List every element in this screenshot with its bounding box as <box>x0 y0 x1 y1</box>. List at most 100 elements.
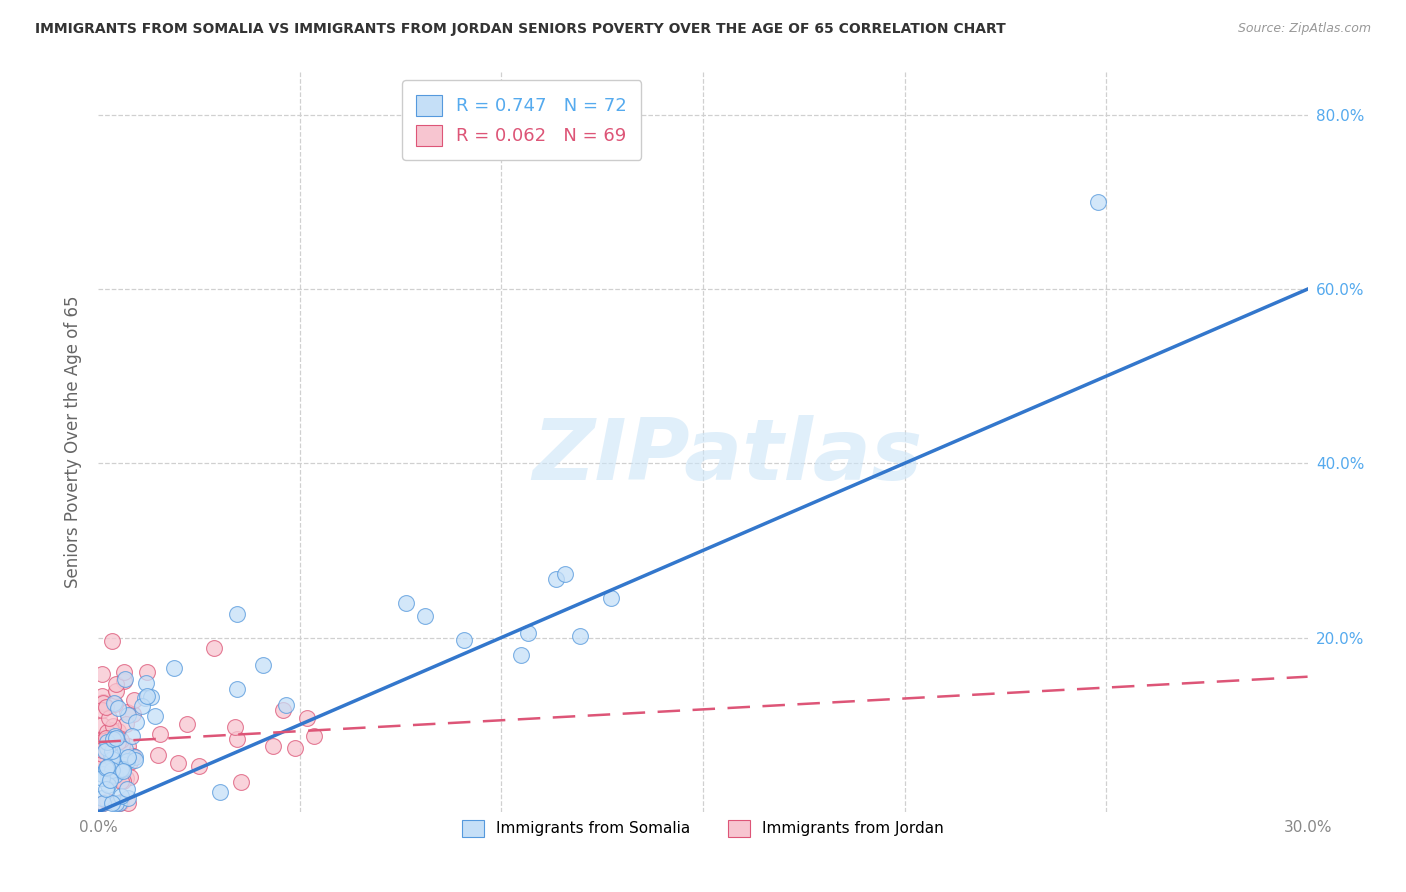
Point <box>110 762 132 776</box>
Point <box>97 770 120 784</box>
Point <box>599 591 621 606</box>
Point <box>96 725 118 739</box>
Point <box>98 773 121 788</box>
Point <box>91 666 114 681</box>
Point <box>111 774 134 789</box>
Point <box>120 770 142 784</box>
Point <box>91 796 114 810</box>
Point <box>225 732 247 747</box>
Point <box>91 756 114 770</box>
Point <box>115 771 138 785</box>
Point <box>98 768 121 782</box>
Point <box>124 750 146 764</box>
Point <box>91 791 114 805</box>
Point <box>131 698 153 713</box>
Point <box>107 796 129 810</box>
Point <box>101 744 124 758</box>
Point <box>124 754 146 768</box>
Point <box>110 789 132 804</box>
Point <box>209 785 232 799</box>
Point <box>104 768 127 782</box>
Point <box>105 684 128 698</box>
Point <box>91 718 114 732</box>
Point <box>104 731 127 745</box>
Point <box>395 596 418 610</box>
Point <box>226 607 249 622</box>
Point <box>91 747 114 761</box>
Point <box>114 747 136 761</box>
Point <box>91 697 114 711</box>
Point <box>110 773 132 788</box>
Point <box>262 739 284 753</box>
Point <box>96 700 118 714</box>
Point <box>135 676 157 690</box>
Point <box>91 703 114 717</box>
Point <box>96 761 118 775</box>
Point <box>108 796 131 810</box>
Point <box>103 696 125 710</box>
Point <box>148 748 170 763</box>
Point <box>510 648 533 662</box>
Point <box>96 731 118 745</box>
Text: IMMIGRANTS FROM SOMALIA VS IMMIGRANTS FROM JORDAN SENIORS POVERTY OVER THE AGE O: IMMIGRANTS FROM SOMALIA VS IMMIGRANTS FR… <box>35 22 1005 37</box>
Point <box>107 701 129 715</box>
Point <box>91 734 114 748</box>
Point <box>115 706 138 720</box>
Point <box>111 764 134 778</box>
Point <box>91 690 114 704</box>
Point <box>415 608 437 623</box>
Point <box>101 723 124 738</box>
Point <box>97 778 120 792</box>
Point <box>176 717 198 731</box>
Point <box>115 782 138 797</box>
Point <box>100 763 122 777</box>
Point <box>100 750 122 764</box>
Point <box>101 752 124 766</box>
Point <box>103 732 125 747</box>
Point <box>134 690 156 705</box>
Point <box>100 747 122 762</box>
Point <box>96 735 118 749</box>
Point <box>111 762 134 776</box>
Point <box>101 743 124 757</box>
Point <box>104 729 127 743</box>
Point <box>453 632 475 647</box>
Point <box>273 703 295 717</box>
Point <box>110 733 132 747</box>
Point <box>141 690 163 705</box>
Text: Source: ZipAtlas.com: Source: ZipAtlas.com <box>1237 22 1371 36</box>
Point <box>96 794 118 808</box>
Point <box>96 740 118 755</box>
Point <box>122 748 145 763</box>
Point <box>114 742 136 756</box>
Legend: Immigrants from Somalia, Immigrants from Jordan: Immigrants from Somalia, Immigrants from… <box>454 812 952 845</box>
Point <box>104 796 127 810</box>
Point <box>101 796 124 810</box>
Point <box>125 715 148 730</box>
Point <box>107 724 129 739</box>
Point <box>1087 194 1109 209</box>
Point <box>517 626 540 640</box>
Text: ZIPatlas: ZIPatlas <box>531 415 922 498</box>
Point <box>115 754 138 768</box>
Point <box>96 732 118 747</box>
Point <box>569 629 592 643</box>
Point <box>103 697 125 711</box>
Point <box>94 763 117 777</box>
Point <box>91 796 114 810</box>
Point <box>96 759 118 773</box>
Point <box>97 711 120 725</box>
Point <box>98 742 121 756</box>
Point <box>94 781 117 796</box>
Point <box>107 735 129 749</box>
Point <box>112 665 135 679</box>
Point <box>91 772 114 786</box>
Point <box>108 749 131 764</box>
Point <box>554 567 576 582</box>
Point <box>94 744 117 758</box>
Point <box>143 709 166 723</box>
Point <box>295 711 318 725</box>
Point <box>93 731 115 746</box>
Point <box>226 681 249 696</box>
Point <box>117 708 139 723</box>
